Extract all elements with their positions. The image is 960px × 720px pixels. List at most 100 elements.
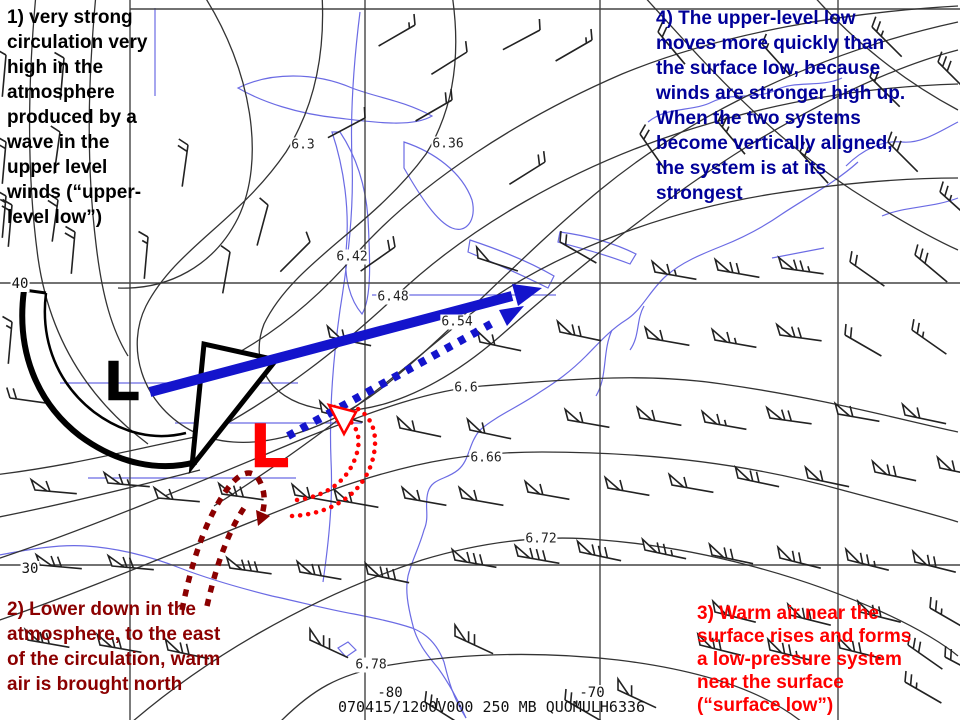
wind-barb — [475, 244, 519, 272]
wind-barb — [2, 315, 13, 364]
contour-label: 6.72 — [524, 531, 558, 547]
upper-jet-shaft — [148, 291, 514, 397]
lake-huron — [403, 141, 474, 230]
contour-line — [0, 435, 201, 475]
contour-line — [117, 0, 253, 289]
wind-barb — [513, 543, 560, 565]
wind-barb — [776, 544, 821, 569]
wind-barb — [937, 51, 960, 86]
wind-barb — [643, 325, 690, 347]
wind-barb — [23, 627, 70, 649]
contour-label: 6.54 — [440, 314, 474, 330]
wind-barb — [833, 401, 880, 423]
lake-erie — [467, 239, 555, 289]
contour-label: 6.36 — [431, 136, 465, 152]
wind-barb — [225, 555, 272, 575]
wind-barb — [657, 21, 686, 65]
wind-barb — [576, 538, 622, 562]
wind-barb — [766, 636, 811, 661]
wind-barb — [844, 323, 882, 357]
wind-barb — [775, 322, 822, 342]
warm-advection-arrowhead — [256, 510, 270, 526]
wind-barb — [64, 225, 76, 274]
chesapeake-bay — [595, 329, 613, 397]
wind-barb — [430, 41, 468, 75]
upper-jet-arrowhead — [512, 284, 542, 306]
wind-barb — [309, 626, 349, 659]
wind-barb — [717, 111, 746, 155]
contour-line — [0, 377, 959, 559]
wind-barb — [102, 470, 150, 488]
panhandle-lake — [337, 641, 357, 658]
contour-label: 6.6 — [453, 380, 479, 396]
wind-barb — [765, 405, 812, 425]
wind-barb — [415, 88, 453, 122]
wind-barb — [901, 401, 947, 425]
wind-barb — [177, 138, 189, 187]
warm-circulation-arc-inner — [294, 414, 361, 503]
wind-barb — [364, 560, 410, 584]
st-lawrence-coast — [647, 77, 843, 123]
contour-line — [28, 0, 149, 445]
contour-label: 6.3 — [290, 137, 316, 153]
contour-line — [0, 469, 201, 518]
lake-michigan — [331, 131, 371, 316]
delaware-bay — [629, 305, 645, 351]
wind-barb — [332, 487, 379, 509]
wind-barb — [0, 191, 7, 238]
wind-barb — [667, 472, 714, 494]
wind-barb — [220, 245, 231, 294]
graticule-label: 30 — [20, 561, 40, 577]
contour-line — [281, 653, 801, 720]
wind-barb — [936, 454, 960, 474]
wind-barb — [523, 479, 570, 501]
wind-barb — [476, 328, 522, 352]
wind-barb — [635, 405, 682, 427]
contour-line — [136, 0, 959, 443]
wind-barb — [650, 259, 697, 281]
wind-barb — [457, 485, 504, 507]
contour-line — [207, 5, 959, 369]
wind-barb — [761, 33, 791, 76]
gulf-coastline — [0, 545, 467, 719]
wind-barb — [929, 596, 960, 627]
wind-barbs-layer — [0, 13, 960, 720]
wind-barb — [50, 125, 61, 174]
wind-barb — [734, 464, 780, 488]
wind-barb — [713, 257, 760, 279]
wind-barb — [400, 485, 447, 507]
wind-barb — [290, 482, 337, 504]
wind-barb — [6, 387, 52, 405]
wind-barb — [424, 691, 456, 720]
wind-barb — [907, 634, 943, 670]
map-caption: 070415/1200V000 250 MB QUOMULH6336 — [338, 698, 646, 716]
wind-barb — [34, 552, 82, 570]
maine-coast — [845, 121, 959, 167]
circulation-arrow-inner-arc — [43, 292, 187, 438]
wind-barb — [396, 414, 442, 438]
contour-line — [0, 451, 959, 621]
wind-barb — [106, 553, 154, 571]
wind-barb — [164, 636, 210, 660]
wind-barb — [279, 231, 311, 273]
wind-barb — [0, 50, 7, 97]
wind-barb — [295, 559, 342, 581]
wind-barb — [856, 598, 901, 623]
long-island — [771, 247, 825, 259]
wind-barb — [939, 181, 960, 212]
wind-barb — [360, 236, 396, 272]
wind-barb — [871, 16, 903, 58]
wind-barb — [603, 475, 650, 497]
wind-barb — [378, 13, 416, 47]
lake-ontario — [557, 231, 637, 265]
contour-line — [133, 537, 959, 720]
wind-barb — [466, 416, 512, 440]
wind-barb — [138, 230, 149, 279]
wind-barb — [871, 458, 917, 482]
upper-jet-arrow — [148, 284, 542, 397]
wind-barb — [696, 631, 741, 656]
wind-barb — [152, 485, 200, 503]
wind-barb — [47, 193, 59, 242]
graticule-label: 40 — [10, 276, 30, 292]
